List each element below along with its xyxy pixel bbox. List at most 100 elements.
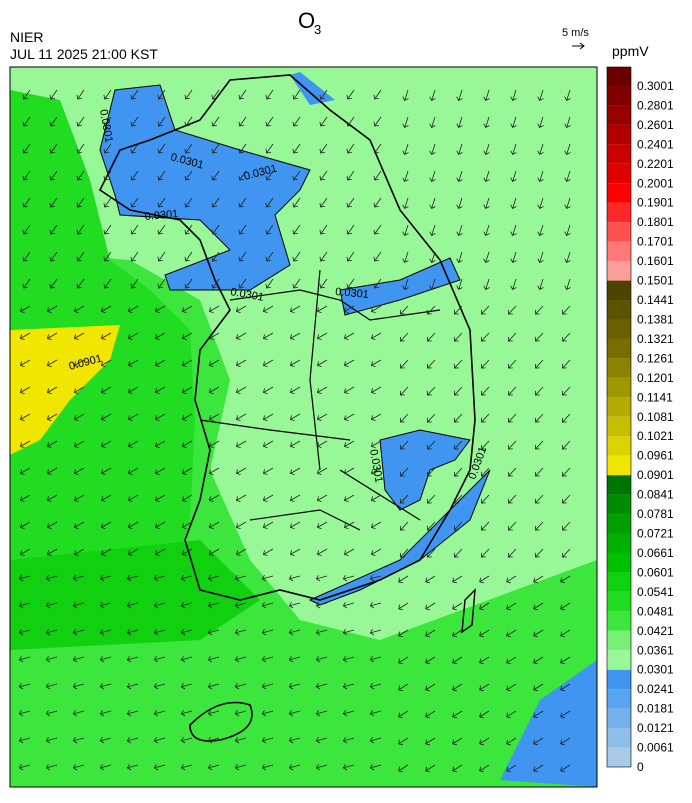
colorbar-segment [607, 552, 631, 573]
colorbar-label: 0.0481 [637, 604, 674, 618]
wind-arrow [534, 440, 544, 450]
wind-arrow [399, 440, 409, 450]
province-border [199, 269, 441, 531]
wind-arrow [208, 386, 220, 394]
colorbar-segment [607, 747, 631, 767]
wind-arrow [510, 143, 517, 156]
wind-arrow [369, 628, 382, 636]
wind-arrow [103, 278, 112, 289]
wind-arrow [76, 197, 85, 208]
wind-arrow [126, 763, 139, 771]
colorbar-segment [607, 436, 631, 456]
wind-arrow [429, 278, 436, 291]
wind-arrow [399, 359, 409, 369]
colorbar-label: 0.0421 [637, 624, 674, 638]
wind-arrow [289, 413, 301, 421]
wind-arrow [99, 682, 112, 690]
colorbar-segment [607, 416, 631, 437]
wind-arrow [262, 548, 274, 556]
wind-arrow [483, 170, 490, 183]
wind-arrow [402, 197, 409, 210]
wind-arrow [561, 305, 571, 315]
wind-arrow [506, 683, 517, 692]
wind-arrow [72, 628, 85, 636]
colorbar-segment [607, 338, 631, 359]
wind-arrow [315, 574, 328, 582]
wind-arrow [564, 197, 571, 210]
wind-arrow [452, 575, 463, 584]
wind-arrow [289, 467, 301, 475]
wind-arrow [265, 89, 274, 100]
wind-arrow [343, 467, 355, 475]
wind-arrow [373, 224, 382, 235]
wind-arrow [238, 89, 247, 100]
wind-arrow [453, 467, 463, 477]
wind-arrow [399, 494, 409, 504]
colorbar-segment [607, 708, 631, 729]
wind-arrow [507, 359, 517, 369]
wind-arrow [238, 224, 247, 235]
tsushima [461, 588, 476, 634]
wind-arrow [483, 251, 490, 264]
wind-arrow [46, 359, 58, 367]
wind-arrow [534, 386, 544, 396]
wind-arrow [157, 170, 166, 181]
wind-arrow [238, 278, 247, 289]
wind-arrow [153, 763, 166, 771]
wind-arrow [534, 467, 544, 477]
wind-arrow [127, 386, 139, 394]
colorbar-label: 0.1201 [637, 371, 674, 385]
wind-arrow [507, 494, 517, 504]
wind-arrow [316, 467, 328, 475]
wind-arrow [425, 710, 436, 719]
wind-arrow [207, 601, 220, 609]
wind-arrow [261, 601, 274, 609]
colorbar-label: 0.1261 [637, 351, 674, 365]
colorbar-segment [607, 475, 631, 495]
wind-arrow [426, 386, 436, 396]
wind-arrow [49, 170, 58, 181]
wind-arrow [265, 197, 274, 208]
wind-arrow [398, 575, 409, 584]
wind-arrow [72, 763, 85, 771]
wind-arrow [288, 682, 301, 690]
wind-arrow [561, 467, 571, 477]
wind-arrow [398, 737, 409, 746]
wind-arrow [49, 89, 58, 100]
wind-arrow [453, 413, 463, 423]
wind-arrow [262, 305, 274, 313]
wind-arrow [316, 386, 328, 394]
wind-arrow [456, 170, 463, 183]
wind-arrow [157, 197, 166, 208]
field-yellow [10, 325, 120, 455]
wind-arrow [483, 89, 490, 102]
wind-arrow [537, 143, 544, 156]
wind-arrow [235, 521, 247, 529]
wind-arrow [19, 359, 31, 367]
wind-arrow [373, 143, 382, 154]
wind-arrow [234, 601, 247, 609]
wind-arrow [181, 548, 193, 556]
wind-arrow [319, 89, 328, 100]
wind-arrow [99, 628, 112, 636]
wind-arrow [479, 710, 490, 719]
wind-arrow [561, 494, 571, 504]
wind-arrow [289, 521, 301, 529]
wind-arrow [292, 251, 301, 262]
wind-arrow [184, 197, 193, 208]
wind-arrow [235, 305, 247, 313]
colorbar-label: 0.1141 [637, 390, 673, 404]
wind-arrow [483, 197, 490, 210]
field-blue [308, 469, 491, 606]
wind-arrow [426, 305, 436, 315]
wind-arrow [533, 683, 544, 692]
colorbar-label: 0.0241 [637, 682, 674, 696]
wind-arrow [510, 251, 517, 264]
wind-arrow [533, 575, 544, 584]
wind-arrow [262, 386, 274, 394]
wind-arrow [564, 170, 571, 183]
wind-arrow [22, 251, 31, 262]
wind-arrow [288, 574, 301, 582]
wind-arrow [261, 574, 274, 582]
